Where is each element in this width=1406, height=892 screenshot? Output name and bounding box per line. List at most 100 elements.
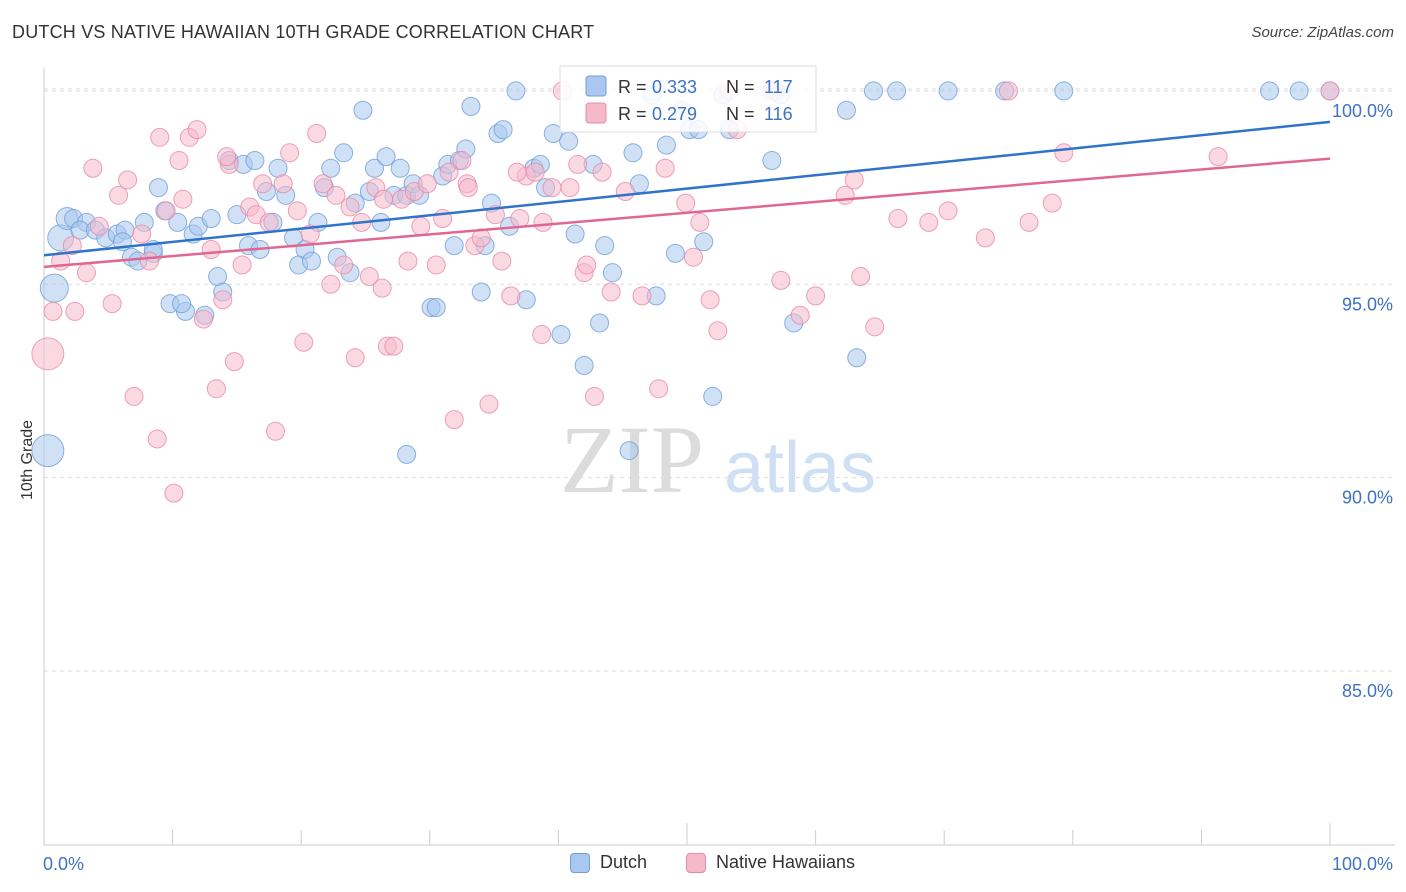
hawaiian-point bbox=[560, 178, 580, 198]
hawaiian-point bbox=[577, 255, 597, 275]
dutch-point bbox=[365, 158, 385, 178]
legend-r-value-hawaiian: 0.279 bbox=[652, 104, 697, 124]
hawaiian-point bbox=[359, 267, 379, 287]
legend-n-value-hawaiian: 116 bbox=[764, 104, 793, 124]
hawaiian-point bbox=[150, 127, 170, 147]
dutch-point bbox=[565, 224, 585, 244]
x-tick-label-end: 100.0% bbox=[1332, 854, 1393, 874]
legend-r-value-dutch: 0.333 bbox=[652, 77, 697, 97]
dutch-point bbox=[461, 96, 481, 116]
dutch-swatch bbox=[570, 852, 590, 873]
hawaiian-point bbox=[43, 301, 63, 321]
legend-n-value-dutch: 117 bbox=[764, 77, 793, 97]
hawaiian-point bbox=[300, 224, 320, 244]
hawaiian-point bbox=[835, 185, 855, 205]
hawaiian-trend-line bbox=[43, 157, 1331, 269]
dutch-point bbox=[506, 81, 526, 101]
hawaiian-point bbox=[65, 301, 85, 321]
dutch-point bbox=[301, 251, 321, 271]
hawaiian-point bbox=[999, 81, 1018, 101]
hawaiian-point bbox=[1054, 143, 1074, 163]
hawaiian-point bbox=[806, 286, 826, 306]
dutch-point bbox=[665, 243, 685, 263]
hawaiian-point bbox=[398, 251, 418, 271]
legend-r-label-hawaiian: R = bbox=[618, 104, 652, 124]
dutch-point bbox=[397, 444, 417, 464]
dutch-point bbox=[595, 236, 615, 256]
dutch-point bbox=[376, 147, 396, 167]
hawaiian-point bbox=[147, 429, 167, 449]
hawaiian-point bbox=[313, 174, 333, 194]
hawaiian-point bbox=[193, 309, 213, 329]
dutch-point bbox=[887, 81, 907, 101]
hawaiian-point bbox=[683, 247, 703, 267]
y-tick-label: 100.0% bbox=[1332, 101, 1393, 121]
hawaiian-point bbox=[501, 286, 521, 306]
dutch-point bbox=[574, 355, 594, 375]
hawaiian-point bbox=[76, 263, 96, 283]
hawaiian-point bbox=[1320, 81, 1340, 101]
bottom-legend-hawaiian-label: Native Hawaiians bbox=[716, 852, 856, 872]
hawaiian-point bbox=[844, 170, 864, 190]
dutch-point bbox=[168, 212, 188, 232]
hawaiian-point bbox=[169, 151, 189, 171]
hawaiian-point bbox=[201, 239, 221, 259]
dutch-point bbox=[371, 212, 391, 232]
dutch-point bbox=[1260, 81, 1280, 101]
y-tick-label: 95.0% bbox=[1342, 294, 1393, 314]
hawaiian-point bbox=[452, 151, 472, 171]
x-tick-label-start: 0.0% bbox=[43, 854, 84, 874]
hawaiian-point bbox=[485, 205, 505, 225]
hawaiian-point bbox=[632, 286, 652, 306]
hawaiian-point bbox=[700, 290, 720, 310]
hawaiian-point bbox=[542, 178, 562, 198]
data-points bbox=[31, 81, 1340, 503]
hawaiian-point bbox=[771, 270, 791, 290]
hawaiian-point bbox=[649, 379, 669, 399]
bottom-legend-hawaiian[interactable]: Native Hawaiians bbox=[686, 852, 855, 873]
hawaiian-point bbox=[287, 201, 307, 221]
trend-lines bbox=[43, 120, 1331, 269]
hawaiian-point bbox=[164, 483, 184, 503]
hawaiian-point bbox=[533, 212, 553, 232]
hawaiian-point bbox=[102, 294, 122, 314]
chart-title: DUTCH VS NATIVE HAWAIIAN 10TH GRADE CORR… bbox=[12, 22, 595, 42]
hawaiian-point bbox=[224, 352, 244, 372]
hawaiian-point bbox=[334, 255, 354, 275]
hawaiian-point bbox=[592, 162, 612, 182]
hawaiian-point bbox=[510, 209, 530, 229]
hawaiian-point bbox=[888, 209, 908, 229]
dutch-point bbox=[426, 297, 446, 317]
hawaiian-point bbox=[217, 147, 237, 167]
hawaiian-swatch bbox=[686, 852, 706, 873]
hawaiian-point bbox=[584, 386, 604, 406]
dutch-point bbox=[353, 100, 373, 120]
stats-legend: R = 0.333 N = 117 R = 0.279 N = 116 bbox=[559, 65, 817, 133]
dutch-point bbox=[559, 131, 579, 151]
dutch-point bbox=[321, 158, 341, 178]
hawaiian-point bbox=[919, 212, 939, 232]
hawaiian-point bbox=[294, 332, 314, 352]
hawaiian-point bbox=[62, 236, 82, 256]
hawaiian-point bbox=[232, 255, 252, 275]
hawaiian-point bbox=[615, 181, 635, 201]
dutch-point bbox=[619, 441, 639, 461]
hawaiian-point bbox=[259, 212, 279, 232]
dutch-point bbox=[863, 81, 883, 101]
dutch-point bbox=[938, 81, 958, 101]
dutch-point bbox=[245, 151, 265, 171]
hawaiian-point bbox=[132, 224, 152, 244]
dutch-point bbox=[694, 232, 714, 252]
legend-n-label-dutch: N = bbox=[726, 77, 760, 97]
dutch-point bbox=[847, 348, 867, 368]
bottom-legend-dutch[interactable]: Dutch bbox=[570, 852, 647, 873]
hawaiian-point bbox=[444, 410, 464, 430]
hawaiian-point bbox=[109, 185, 129, 205]
dutch-point bbox=[551, 325, 571, 345]
y-tick-label: 85.0% bbox=[1342, 681, 1393, 701]
hawaiian-point bbox=[655, 158, 675, 178]
hawaiian-point bbox=[676, 193, 696, 213]
hawaiian-point bbox=[265, 421, 285, 441]
hawaiian-point bbox=[865, 317, 885, 337]
